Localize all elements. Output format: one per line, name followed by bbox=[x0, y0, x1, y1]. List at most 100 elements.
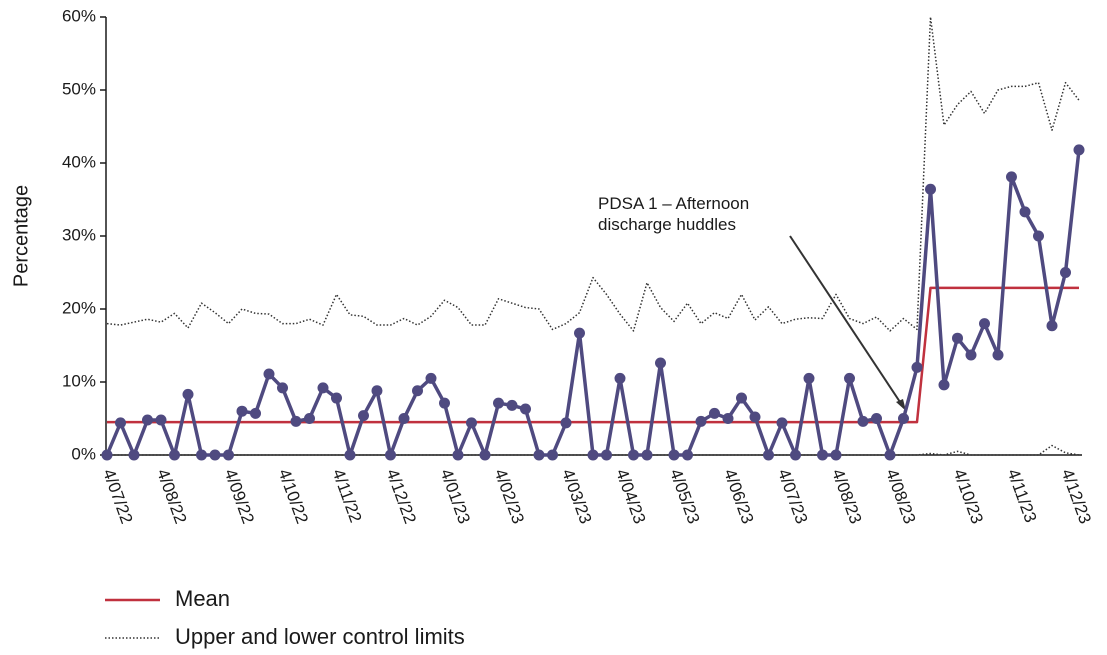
data-point bbox=[412, 385, 423, 397]
y-tick-label: 10% bbox=[62, 371, 96, 390]
data-point bbox=[709, 407, 720, 419]
x-tick-label: 4/12/23 bbox=[1058, 466, 1095, 526]
data-point bbox=[466, 417, 477, 429]
data-point bbox=[1019, 206, 1031, 218]
data-point bbox=[358, 410, 369, 422]
data-point bbox=[398, 413, 410, 424]
data-point bbox=[101, 449, 113, 461]
data-point bbox=[722, 413, 734, 424]
x-tick-label: 4/08/23 bbox=[828, 466, 865, 526]
y-axis-label: Percentage bbox=[10, 185, 32, 287]
data-point bbox=[925, 183, 936, 195]
data-point bbox=[385, 449, 396, 461]
data-point bbox=[695, 415, 707, 427]
control-limit-line bbox=[107, 444, 1080, 456]
data-point bbox=[979, 318, 990, 330]
legend-label: Mean bbox=[175, 586, 230, 611]
y-tick-label: 20% bbox=[62, 298, 96, 317]
data-point bbox=[601, 449, 612, 461]
data-point bbox=[331, 392, 342, 404]
data-point bbox=[317, 382, 329, 394]
data-point bbox=[911, 361, 923, 373]
x-tick-label: 4/02/23 bbox=[491, 466, 528, 526]
data-point bbox=[479, 449, 491, 461]
y-tick-label: 30% bbox=[62, 225, 96, 244]
x-tick-label: 4/07/23 bbox=[774, 466, 811, 526]
data-point bbox=[938, 379, 950, 391]
data-point bbox=[790, 449, 801, 461]
data-point bbox=[682, 449, 693, 461]
x-tick-label: 4/05/23 bbox=[666, 466, 703, 526]
x-tick-label: 4/04/23 bbox=[612, 466, 649, 526]
mean-line bbox=[107, 286, 1079, 424]
x-tick-label: 4/10/23 bbox=[950, 466, 987, 526]
x-tick-label: 4/10/22 bbox=[275, 466, 312, 526]
data-point bbox=[142, 414, 153, 426]
x-tick-label: 4/11/22 bbox=[329, 466, 366, 525]
x-tick-label: 4/03/23 bbox=[558, 466, 595, 526]
y-tick-label: 40% bbox=[62, 152, 96, 171]
data-point bbox=[425, 372, 437, 384]
data-point bbox=[533, 449, 545, 461]
control-limit-line bbox=[106, 16, 1080, 332]
annotation-arrow bbox=[789, 235, 903, 406]
data-point bbox=[371, 385, 383, 397]
data-point bbox=[263, 368, 275, 380]
data-point bbox=[871, 413, 882, 424]
data-point bbox=[965, 349, 977, 361]
data-point bbox=[277, 382, 288, 394]
data-point bbox=[209, 449, 221, 461]
data-point bbox=[992, 349, 1004, 361]
data-point bbox=[344, 449, 356, 461]
legend-label: Upper and lower control limits bbox=[175, 624, 465, 649]
data-point bbox=[817, 449, 828, 461]
data-point bbox=[898, 413, 909, 424]
data-point bbox=[614, 372, 626, 384]
y-tick-label: 50% bbox=[62, 79, 96, 98]
annotation: PDSA 1 – Afternoon discharge huddles bbox=[598, 194, 749, 234]
data-point bbox=[560, 417, 572, 429]
data-point bbox=[520, 403, 531, 415]
data-point bbox=[574, 327, 585, 339]
x-tick-label: 4/11/23 bbox=[1004, 466, 1041, 525]
data-point bbox=[776, 417, 788, 429]
data-point bbox=[169, 449, 180, 461]
data-point bbox=[506, 399, 518, 411]
x-tick-label: 4/08/23 bbox=[882, 466, 919, 526]
data-point bbox=[439, 397, 450, 409]
data-point bbox=[763, 449, 774, 461]
data-point bbox=[128, 449, 140, 461]
data-point bbox=[452, 449, 464, 461]
data-point bbox=[115, 417, 126, 429]
x-tick-label: 4/09/22 bbox=[221, 466, 258, 526]
data-point bbox=[1060, 267, 1071, 278]
data-point bbox=[952, 332, 963, 344]
data-point bbox=[830, 449, 842, 461]
data-point bbox=[223, 449, 234, 461]
data-point bbox=[250, 407, 261, 419]
data-point bbox=[547, 449, 558, 461]
x-tick-label: 4/07/22 bbox=[99, 466, 136, 526]
data-point bbox=[803, 372, 815, 384]
data-point bbox=[1006, 171, 1017, 183]
data-point bbox=[736, 392, 747, 404]
data-point bbox=[655, 357, 666, 369]
data-point bbox=[236, 405, 248, 417]
data-point bbox=[1073, 144, 1085, 156]
x-tick-label: 4/08/22 bbox=[153, 466, 190, 526]
arrow-head bbox=[896, 399, 906, 411]
data-point bbox=[304, 413, 315, 424]
data-point bbox=[290, 415, 302, 427]
data-point bbox=[493, 397, 504, 409]
data-point bbox=[155, 414, 167, 426]
data-point bbox=[196, 449, 207, 461]
data-point bbox=[668, 449, 680, 461]
data-point bbox=[587, 449, 599, 461]
data-point bbox=[749, 411, 761, 423]
y-tick-label: 60% bbox=[62, 6, 96, 25]
data-point bbox=[884, 449, 896, 461]
data-point bbox=[641, 449, 653, 461]
data-point bbox=[628, 449, 639, 461]
data-point bbox=[857, 415, 869, 427]
